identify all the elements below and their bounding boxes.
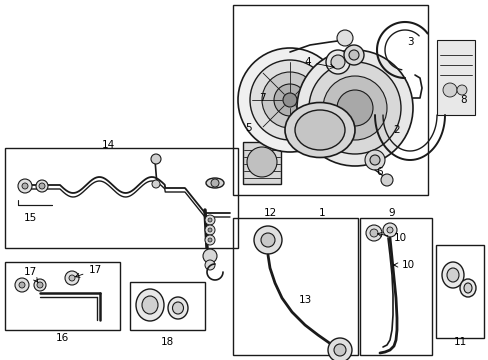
Bar <box>232 5 427 195</box>
Circle shape <box>442 83 456 97</box>
Text: 5: 5 <box>244 123 251 133</box>
Circle shape <box>210 179 219 187</box>
Text: 12: 12 <box>263 208 276 218</box>
Ellipse shape <box>285 103 354 158</box>
Circle shape <box>207 238 212 242</box>
Text: 4: 4 <box>304 57 334 68</box>
Text: 16: 16 <box>55 333 68 343</box>
Circle shape <box>382 223 396 237</box>
Circle shape <box>333 344 346 356</box>
Bar <box>243 142 281 184</box>
Circle shape <box>238 48 341 152</box>
Circle shape <box>323 76 386 140</box>
Circle shape <box>19 282 25 288</box>
Circle shape <box>336 30 352 46</box>
Text: 17: 17 <box>23 267 38 282</box>
Circle shape <box>456 85 466 95</box>
Circle shape <box>152 180 160 188</box>
Circle shape <box>36 180 48 192</box>
Circle shape <box>261 233 274 247</box>
Circle shape <box>246 147 276 177</box>
Circle shape <box>39 183 45 189</box>
Circle shape <box>18 179 32 193</box>
Circle shape <box>204 260 215 270</box>
Text: 3: 3 <box>406 37 412 47</box>
Circle shape <box>369 229 377 237</box>
Circle shape <box>386 227 392 233</box>
Text: 13: 13 <box>298 295 311 305</box>
Bar <box>232 218 357 355</box>
Text: 7: 7 <box>258 93 265 103</box>
Bar <box>436 40 474 115</box>
Circle shape <box>262 72 317 128</box>
Circle shape <box>336 90 372 126</box>
Circle shape <box>296 50 412 166</box>
Ellipse shape <box>294 110 345 150</box>
Text: 10: 10 <box>393 260 414 270</box>
Circle shape <box>283 93 296 107</box>
Ellipse shape <box>168 297 187 319</box>
Circle shape <box>343 45 363 65</box>
Circle shape <box>364 150 384 170</box>
Circle shape <box>330 55 345 69</box>
Circle shape <box>22 183 28 189</box>
Ellipse shape <box>463 283 471 293</box>
Bar <box>5 148 238 248</box>
Ellipse shape <box>205 178 224 188</box>
Circle shape <box>34 279 46 291</box>
Text: 18: 18 <box>160 337 173 347</box>
Ellipse shape <box>136 289 163 321</box>
Text: 10: 10 <box>377 233 406 243</box>
Text: 8: 8 <box>460 95 467 105</box>
Circle shape <box>204 225 215 235</box>
Circle shape <box>37 282 43 288</box>
Circle shape <box>204 235 215 245</box>
Text: 6: 6 <box>376 167 383 177</box>
Circle shape <box>69 275 75 281</box>
Text: 9: 9 <box>388 208 394 218</box>
Ellipse shape <box>446 268 458 282</box>
Text: 17: 17 <box>75 265 102 278</box>
Circle shape <box>65 271 79 285</box>
Bar <box>5 262 120 330</box>
Circle shape <box>327 338 351 360</box>
Circle shape <box>151 154 161 164</box>
Bar <box>435 245 483 338</box>
Circle shape <box>308 62 400 154</box>
Circle shape <box>249 60 329 140</box>
Ellipse shape <box>441 262 463 288</box>
Circle shape <box>203 249 217 263</box>
Circle shape <box>348 50 358 60</box>
Circle shape <box>15 278 29 292</box>
Bar <box>130 282 204 330</box>
Circle shape <box>365 225 381 241</box>
Circle shape <box>207 228 212 232</box>
Ellipse shape <box>459 279 475 297</box>
Circle shape <box>273 84 305 116</box>
Ellipse shape <box>142 296 158 314</box>
Circle shape <box>204 215 215 225</box>
Bar <box>359 218 431 355</box>
Text: 14: 14 <box>101 140 114 150</box>
Text: 11: 11 <box>452 337 466 347</box>
Circle shape <box>380 174 392 186</box>
Text: 15: 15 <box>23 213 37 223</box>
Circle shape <box>253 226 282 254</box>
Text: 2: 2 <box>393 125 400 135</box>
Circle shape <box>369 155 379 165</box>
Circle shape <box>207 218 212 222</box>
Ellipse shape <box>172 302 183 314</box>
Text: 1: 1 <box>318 208 325 218</box>
Circle shape <box>325 50 349 74</box>
